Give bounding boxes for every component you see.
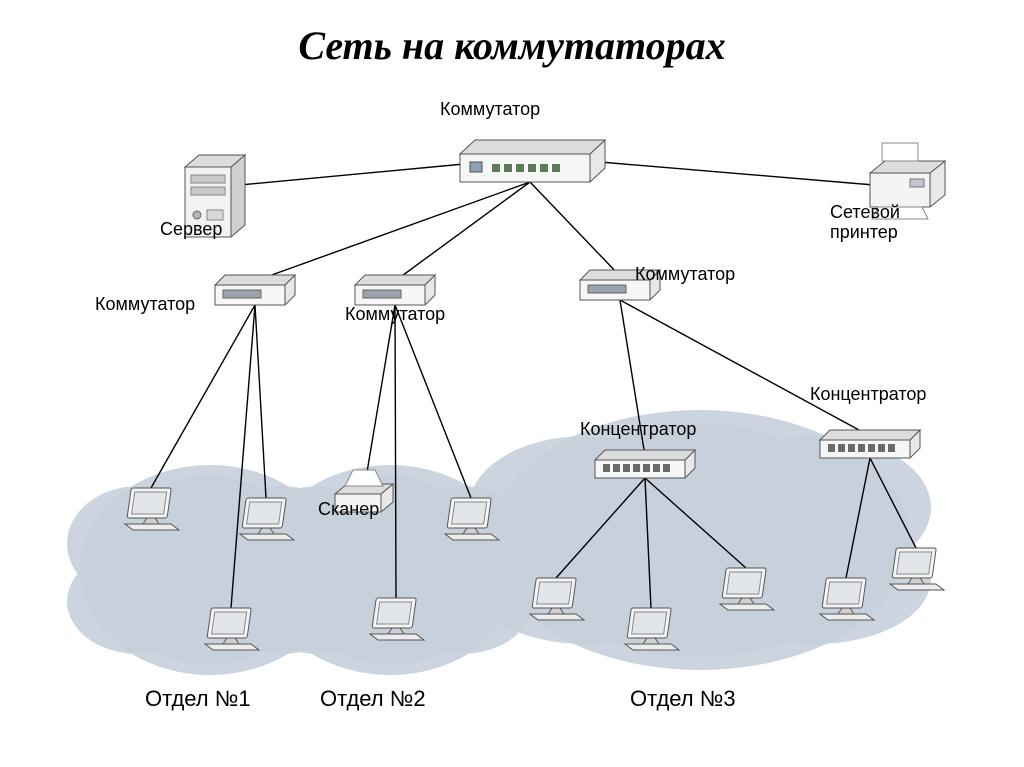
dept-clouds: [67, 410, 931, 675]
switch_small-icon: [355, 275, 435, 305]
label-sw3: Коммутатор: [635, 264, 735, 284]
label-server: Сервер: [160, 219, 222, 239]
edge-mainswitch-printer: [600, 162, 874, 185]
edge-mainswitch-sw3: [530, 182, 620, 276]
edge-mainswitch-sw2: [395, 182, 530, 281]
label-printer: Сетевой: [830, 202, 900, 222]
switch_small-icon: [215, 275, 295, 305]
label-sw1: Коммутатор: [95, 294, 195, 314]
label-dept3: Отдел №3: [630, 686, 736, 711]
edge-mainswitch-sw1: [255, 182, 530, 281]
pc-icon: [890, 548, 944, 590]
hub-icon: [820, 430, 920, 458]
hub-icon: [595, 450, 695, 478]
label-dept1: Отдел №1: [145, 686, 251, 711]
label-mainswitch: Коммутатор: [440, 100, 540, 119]
edge-sw1-pc1a: [151, 305, 255, 488]
label-hub1: Концентратор: [580, 419, 696, 439]
switch-icon: [460, 140, 605, 182]
label-hub2: Концентратор: [810, 384, 926, 404]
page-title: Сеть на коммутаторах: [0, 22, 1024, 69]
label-dept2: Отдел №2: [320, 686, 426, 711]
network-diagram: Сервер Коммутатор Сетевойпринтер Коммутатор…: [60, 100, 960, 720]
edge-sw2-scanner: [365, 305, 395, 484]
edge-server-mainswitch: [240, 164, 464, 185]
label-scanner: Сканер: [318, 499, 379, 519]
edge-sw1-pc1b: [255, 305, 266, 498]
label-printer2: принтер: [830, 222, 898, 242]
label-sw2: Коммутатор: [345, 304, 445, 324]
